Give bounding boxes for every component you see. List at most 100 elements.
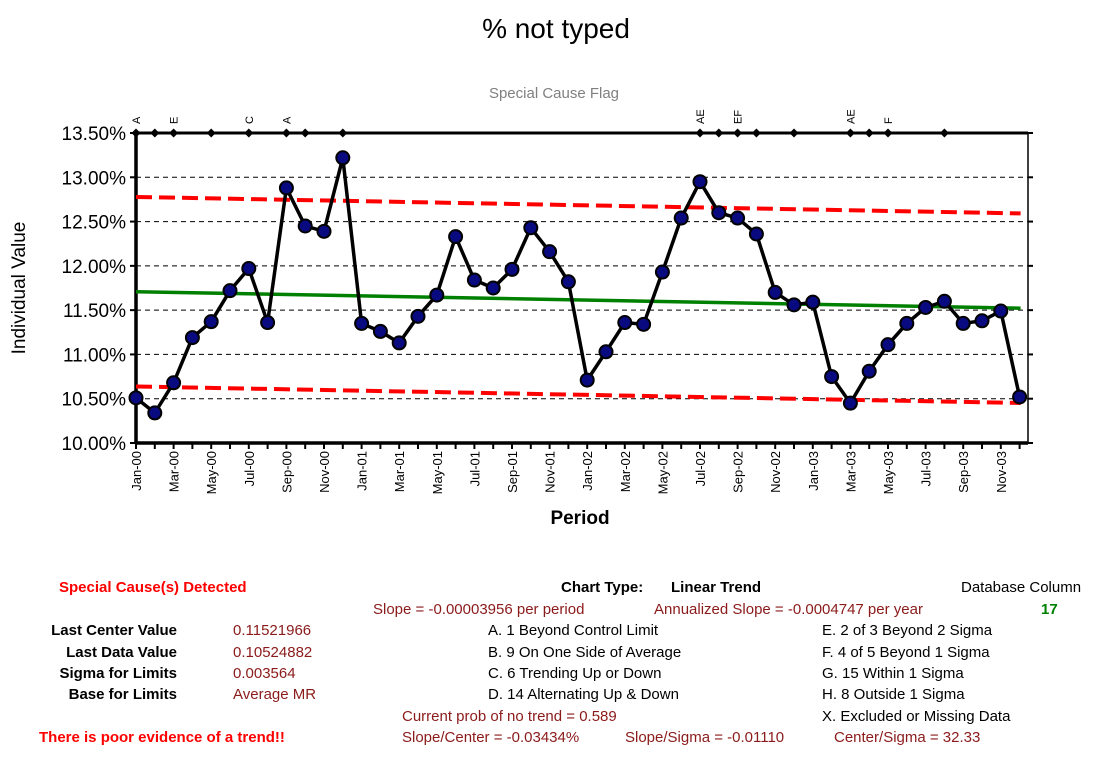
chart-type-label: Chart Type:: [561, 579, 644, 596]
database-column-value: 17: [1041, 601, 1058, 618]
data-point: [955, 315, 971, 331]
flag-label: A: [131, 116, 143, 124]
data-point: [993, 303, 1009, 319]
data-point: [523, 220, 539, 236]
data-point: [316, 223, 332, 239]
data-point: [861, 363, 877, 379]
rule-item: G. 15 Within 1 Sigma: [822, 665, 964, 682]
data-point: [485, 280, 501, 296]
data-point: [579, 372, 595, 388]
x-tick-label: Jul-02: [693, 451, 708, 486]
x-tick-label: Jul-01: [467, 451, 482, 486]
flag-label: C: [244, 116, 256, 124]
data-point: [278, 180, 294, 196]
rule-item: E. 2 of 3 Beyond 2 Sigma: [822, 622, 993, 639]
stat-value: 0.003564: [233, 665, 296, 682]
y-tick-label: 12.50%: [62, 213, 127, 234]
x-tick-label: May-01: [430, 451, 445, 494]
y-tick-label: 13.00%: [62, 168, 127, 189]
x-axis-label: Period: [550, 508, 609, 529]
rule-item: A. 1 Beyond Control Limit: [488, 622, 659, 639]
data-point: [805, 294, 821, 310]
special-cause-flags: A E C A AE EF AE F: [131, 109, 1028, 138]
data-point: [654, 264, 670, 280]
data-point: [692, 174, 708, 190]
chart-title: % not typed: [482, 13, 630, 44]
special-cause-detected: Special Cause(s) Detected: [59, 579, 247, 596]
data-point: [560, 274, 576, 290]
x-tick-label: Nov-03: [994, 451, 1009, 493]
data-point: [542, 244, 558, 260]
data-point: [899, 315, 915, 331]
chart-type-value: Linear Trend: [671, 579, 762, 596]
rule-item: D. 14 Alternating Up & Down: [488, 686, 679, 703]
trend-evidence: There is poor evidence of a trend!!: [39, 729, 285, 746]
flag-label: AE: [845, 109, 857, 124]
x-tick-label: Nov-01: [543, 451, 558, 493]
data-point: [1012, 389, 1028, 405]
center-line: [135, 289, 1021, 310]
data-point: [147, 405, 163, 421]
data-point: [974, 313, 990, 329]
stat-label: Sigma for Limits: [59, 665, 177, 682]
data-point: [617, 315, 633, 331]
x-tick-label: May-03: [881, 451, 896, 494]
x-tick-label: Jan-02: [580, 451, 595, 491]
x-tick-label: Sep-02: [731, 451, 746, 493]
rule-item: C. 6 Trending Up or Down: [488, 665, 662, 682]
x-tick-label: Jan-01: [355, 451, 370, 491]
x-tick-label: Mar-00: [167, 451, 182, 492]
data-point: [786, 297, 802, 313]
data-point: [260, 315, 276, 331]
data-point: [711, 205, 727, 221]
data-point: [748, 226, 764, 242]
x-tick-label: Nov-00: [317, 451, 332, 493]
x-tick-label: Jan-03: [806, 451, 821, 491]
x-tick-label: Sep-00: [279, 451, 294, 493]
x-tick-label: Sep-01: [505, 451, 520, 493]
x-tick-label: Jul-00: [242, 451, 257, 486]
data-point: [936, 293, 952, 309]
x-tick-label: Nov-02: [768, 451, 783, 493]
lower-limit: [135, 384, 1021, 405]
y-tick-label: 11.00%: [63, 345, 126, 366]
x-tick-label: May-02: [655, 451, 670, 494]
stat-label: Last Center Value: [51, 622, 177, 639]
data-point: [504, 261, 520, 277]
x-tick-label: Jul-03: [919, 451, 934, 486]
data-point: [128, 390, 144, 406]
stat-label: Last Data Value: [66, 644, 177, 661]
data-point: [673, 210, 689, 226]
data-point: [824, 369, 840, 385]
stat-label: Base for Limits: [68, 686, 177, 703]
x-tick-label: Sep-03: [956, 451, 971, 493]
x-tick-label: Jan-00: [129, 451, 144, 491]
annualized-slope-text: Annualized Slope = -0.0004747 per year: [654, 601, 923, 618]
x-tick-label: Mar-02: [618, 451, 633, 492]
data-point: [767, 284, 783, 300]
data-point: [448, 229, 464, 245]
data-point: [222, 283, 238, 299]
flag-label: F: [883, 117, 895, 124]
slope-text: Slope = -0.00003956 per period: [373, 601, 585, 618]
upper-limit: [135, 194, 1021, 216]
x-tick-label: Mar-01: [392, 451, 407, 492]
rule-item: H. 8 Outside 1 Sigma: [822, 686, 965, 703]
data-point: [297, 218, 313, 234]
control-chart: % not typed Special Cause Flag 10.00% 10.…: [9, 13, 1033, 529]
y-tick-label: 10.00%: [62, 434, 127, 455]
y-axis: 10.00% 10.50% 11.00% 11.50% 12.00% 12.50% 13.0…: [62, 124, 1033, 455]
data-point: [354, 315, 370, 331]
data-point: [880, 337, 896, 353]
data-point: [466, 272, 482, 288]
y-tick-label: 10.50%: [62, 390, 127, 411]
data-point: [918, 299, 934, 315]
stat-value: 0.11521966: [233, 622, 312, 639]
flag-label: EF: [733, 110, 745, 124]
database-column-label: Database Column: [961, 579, 1082, 596]
flag-label: AE: [695, 109, 707, 124]
data-line: [134, 156, 1022, 415]
special-cause-flag-title: Special Cause Flag: [489, 85, 619, 102]
data-point: [730, 210, 746, 226]
data-point: [636, 316, 652, 332]
